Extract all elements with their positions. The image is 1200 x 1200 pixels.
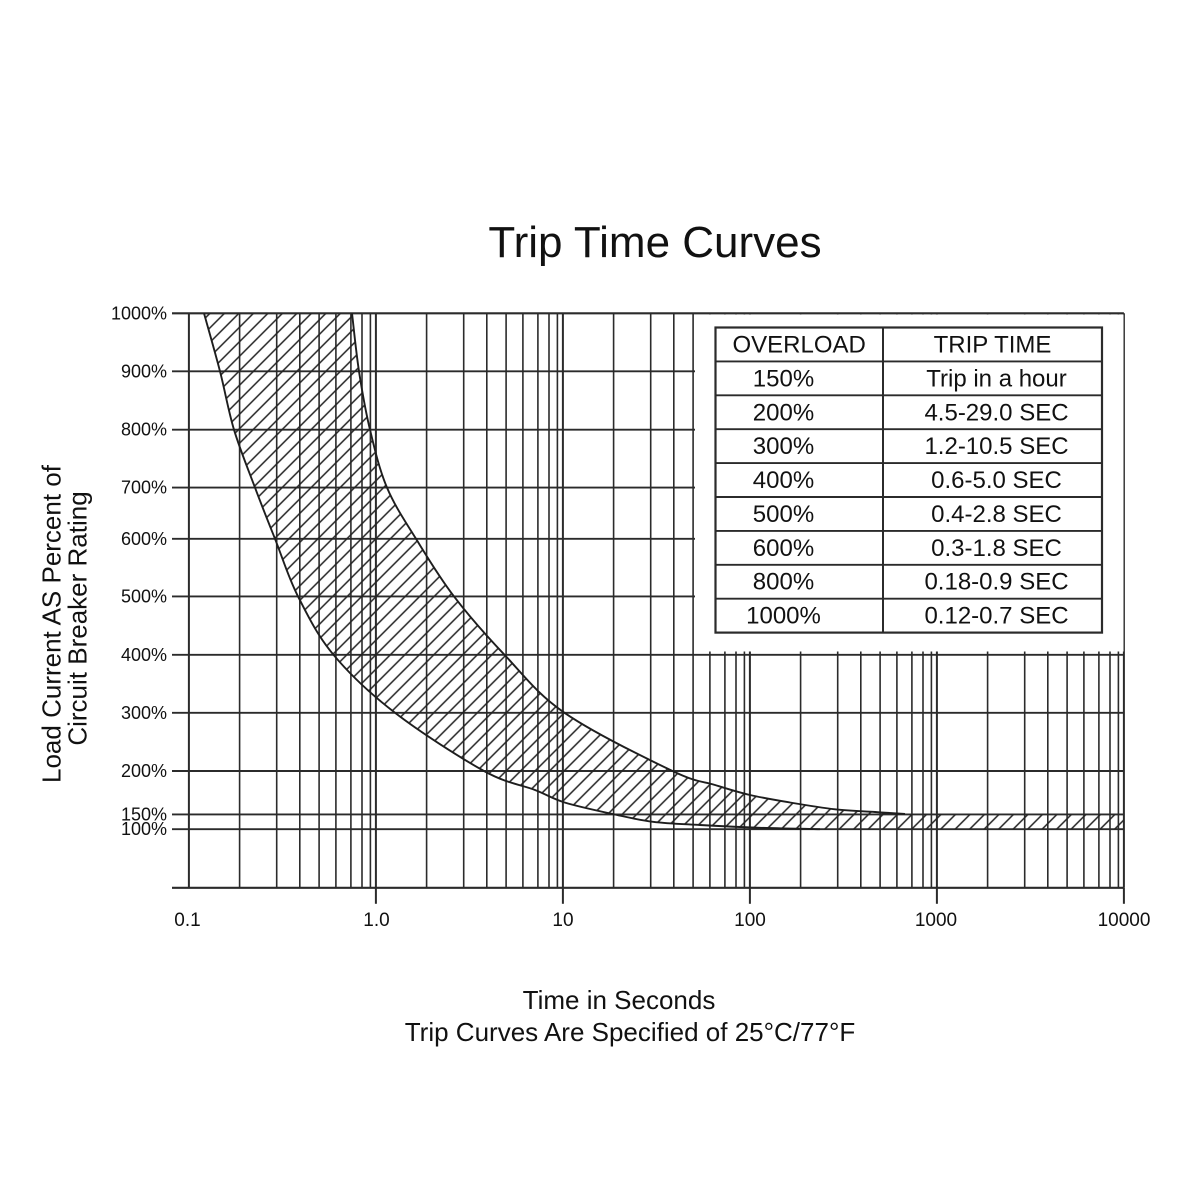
svg-text:150%: 150% [121, 804, 167, 824]
svg-text:0.3-1.8 SEC: 0.3-1.8 SEC [931, 535, 1062, 562]
svg-text:500%: 500% [121, 586, 167, 606]
svg-text:900%: 900% [121, 361, 167, 381]
svg-text:0.1: 0.1 [174, 910, 200, 931]
svg-text:0.18-0.9 SEC: 0.18-0.9 SEC [924, 569, 1068, 596]
svg-text:Time in Seconds: Time in Seconds [523, 985, 716, 1015]
svg-text:OVERLOAD: OVERLOAD [733, 331, 866, 358]
svg-text:0.4-2.8 SEC: 0.4-2.8 SEC [931, 501, 1062, 528]
svg-text:150%: 150% [753, 365, 814, 392]
svg-text:300%: 300% [753, 433, 814, 460]
svg-text:Trip Curves Are Specified of 2: Trip Curves Are Specified of 25°C/77°F [405, 1017, 855, 1047]
svg-text:800%: 800% [753, 569, 814, 596]
svg-text:1.2-10.5 SEC: 1.2-10.5 SEC [924, 433, 1068, 460]
svg-text:800%: 800% [121, 420, 167, 440]
svg-text:200%: 200% [121, 761, 167, 781]
svg-text:400%: 400% [753, 467, 814, 494]
svg-text:600%: 600% [121, 529, 167, 549]
svg-text:400%: 400% [121, 645, 167, 665]
svg-text:100: 100 [734, 910, 766, 931]
svg-text:TRIP TIME: TRIP TIME [934, 331, 1052, 358]
svg-text:700%: 700% [121, 478, 167, 498]
svg-text:0.6-5.0 SEC: 0.6-5.0 SEC [931, 467, 1062, 494]
svg-text:600%: 600% [753, 535, 814, 562]
svg-text:4.5-29.0 SEC: 4.5-29.0 SEC [924, 399, 1068, 426]
svg-text:200%: 200% [753, 399, 814, 426]
svg-text:0.12-0.7 SEC: 0.12-0.7 SEC [924, 603, 1068, 630]
svg-text:500%: 500% [753, 501, 814, 528]
svg-text:Trip in a hour: Trip in a hour [926, 365, 1067, 392]
svg-text:10000: 10000 [1098, 910, 1151, 931]
svg-text:Circuit Breaker Rating: Circuit Breaker Rating [63, 491, 93, 745]
svg-text:1000%: 1000% [111, 303, 167, 323]
svg-text:1000%: 1000% [746, 603, 821, 630]
svg-text:Trip Time Curves: Trip Time Curves [488, 218, 821, 267]
svg-text:10: 10 [552, 910, 573, 931]
svg-text:Load Current AS Percent of: Load Current AS Percent of [37, 464, 67, 783]
svg-text:1.0: 1.0 [363, 910, 389, 931]
svg-text:100%: 100% [121, 819, 167, 839]
svg-text:300%: 300% [121, 703, 167, 723]
svg-text:1000: 1000 [915, 910, 957, 931]
